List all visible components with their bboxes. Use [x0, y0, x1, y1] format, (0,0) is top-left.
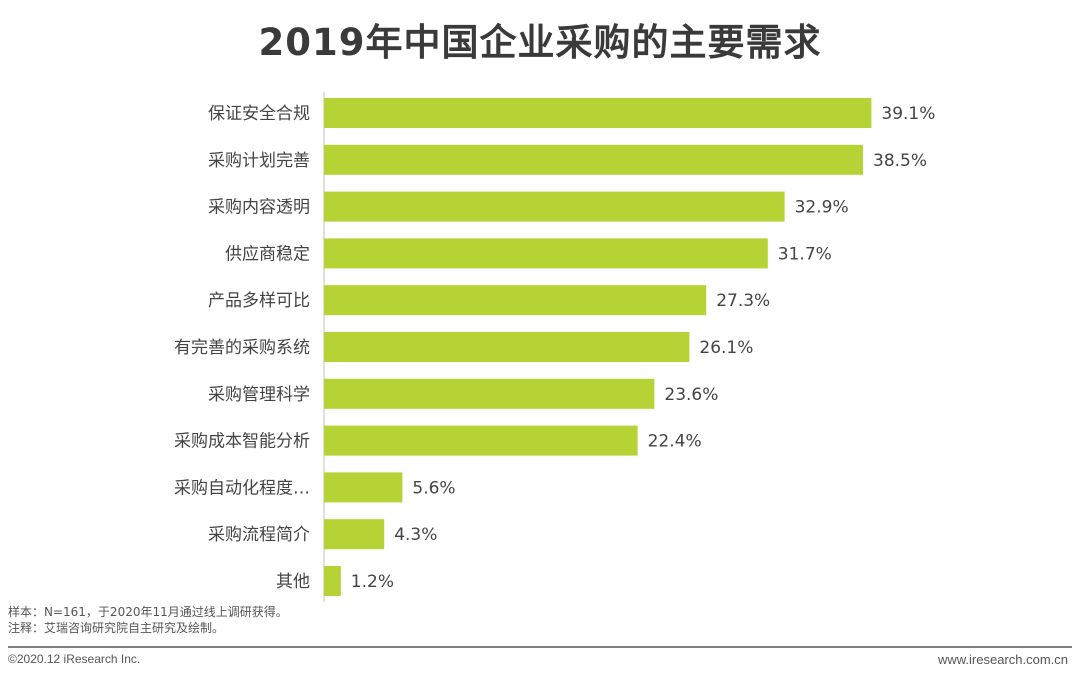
copyright-text: ©2020.12 iResearch Inc. [8, 652, 141, 666]
bar [324, 472, 403, 503]
category-label: 采购计划完善 [208, 151, 310, 171]
category-label: 供应商稳定 [225, 244, 310, 264]
value-label: 27.3% [716, 291, 770, 311]
sample-note: 样本：N=161，于2020年11月通过线上调研获得。 [8, 605, 288, 619]
bar [324, 285, 707, 316]
category-label: 采购内容透明 [208, 198, 310, 218]
footer-divider [8, 646, 1072, 648]
chart-notes: 样本：N=161，于2020年11月通过线上调研获得。 注释：艾瑞咨询研究院自主… [8, 604, 288, 636]
bar [324, 519, 385, 550]
bar [324, 378, 655, 409]
category-label: 产品多样可比 [208, 291, 310, 311]
value-label: 23.6% [664, 385, 718, 405]
value-label: 31.7% [778, 244, 832, 264]
source-note: 注释：艾瑞咨询研究院自主研究及绘制。 [8, 621, 225, 635]
category-label: 其他 [276, 572, 310, 592]
value-label: 32.9% [795, 198, 849, 218]
bar [324, 566, 341, 596]
category-label: 采购自动化程度… [174, 478, 310, 498]
bar [324, 144, 863, 175]
bar [324, 98, 872, 128]
bar [324, 191, 785, 222]
value-label: 1.2% [351, 572, 394, 592]
category-label: 保证安全合规 [208, 104, 310, 124]
value-label: 38.5% [873, 151, 927, 171]
bar [324, 238, 768, 269]
category-label: 采购流程简介 [208, 525, 310, 545]
category-label: 采购管理科学 [208, 385, 310, 405]
category-label: 有完善的采购系统 [174, 338, 310, 358]
bar [324, 332, 690, 362]
bar [324, 425, 638, 456]
value-label: 5.6% [412, 478, 455, 498]
value-label: 22.4% [648, 432, 702, 452]
website-link[interactable]: www.iresearch.com.cn [937, 652, 1068, 667]
chart-title: 2019年中国企业采购的主要需求 [258, 21, 822, 64]
category-label: 采购成本智能分析 [174, 432, 310, 452]
value-label: 26.1% [699, 338, 753, 358]
value-label: 4.3% [394, 525, 437, 545]
value-label: 39.1% [881, 104, 935, 124]
